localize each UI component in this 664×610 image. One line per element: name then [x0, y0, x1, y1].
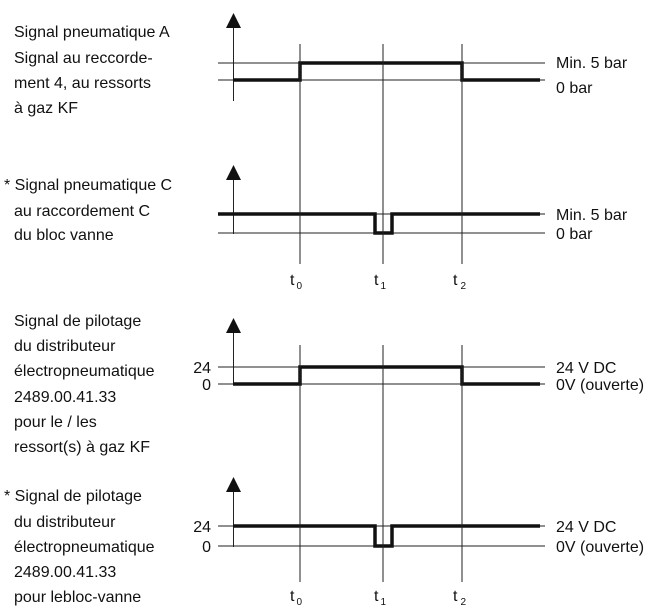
panel-a-axis-arrow [226, 13, 241, 28]
panel-c-signal-trace [218, 212, 540, 235]
panel-vb-signal-trace [233, 524, 540, 548]
panel-vb-high-label: 24 V DC [556, 519, 616, 536]
panel-kf-high-value: 24 [193, 360, 211, 377]
panel-kf-low-label: 0V (ouverte) [556, 377, 644, 394]
panel-c-axis-arrow [226, 165, 241, 180]
panel-vb-low-value: 0 [202, 539, 211, 556]
panel-pneumatic-c: * Signal pneumatique C au raccordement C… [4, 165, 628, 244]
panel-kf-axis-arrow [226, 318, 241, 333]
panel-vb-low-label: 0V (ouverte) [556, 539, 644, 556]
panel-kf-low-value: 0 [202, 377, 211, 394]
panel-c-low-label: 0 bar [556, 226, 593, 243]
panel-a-label: Signal pneumatique A Signal au reccorde-… [14, 24, 173, 117]
panel-kf-label: Signal de pilotage du distributeur élect… [14, 313, 159, 456]
panel-a-low-label: 0 bar [556, 80, 593, 97]
panel-a-signal-trace [233, 61, 540, 82]
panel-a-high-label: Min. 5 bar [556, 55, 628, 72]
panel-vb-high-value: 24 [193, 519, 211, 536]
panel-c-label: * Signal pneumatique C au raccordement C… [4, 177, 177, 244]
panel-kf-high-label: 24 V DC [556, 360, 616, 377]
panel-vb-label: * Signal de pilotage du distributeur éle… [4, 488, 159, 606]
panel-control-valve-block: * Signal de pilotage du distributeur éle… [4, 477, 644, 606]
panel-kf-signal-trace [233, 365, 540, 386]
panel-pneumatic-a: Signal pneumatique A Signal au reccorde-… [14, 13, 628, 117]
panel-c-high-label: Min. 5 bar [556, 207, 628, 224]
panel-control-kf: Signal de pilotage du distributeur élect… [14, 313, 644, 456]
panel-vb-axis-arrow [226, 477, 241, 492]
